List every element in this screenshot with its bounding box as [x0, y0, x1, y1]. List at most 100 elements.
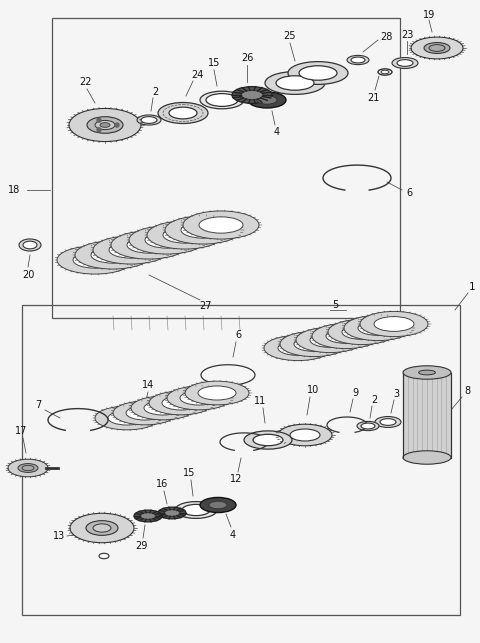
Circle shape — [97, 128, 101, 132]
Circle shape — [97, 118, 101, 122]
Text: 16: 16 — [156, 479, 168, 489]
Ellipse shape — [278, 424, 332, 446]
Ellipse shape — [209, 502, 227, 509]
Ellipse shape — [361, 423, 375, 429]
Ellipse shape — [294, 336, 334, 352]
Ellipse shape — [299, 66, 337, 80]
Ellipse shape — [182, 504, 210, 516]
Ellipse shape — [257, 96, 277, 104]
Ellipse shape — [167, 386, 231, 410]
Text: 27: 27 — [199, 301, 211, 311]
Text: 29: 29 — [135, 541, 147, 551]
Text: 12: 12 — [230, 474, 242, 484]
Text: 15: 15 — [183, 468, 195, 478]
Ellipse shape — [162, 396, 200, 410]
Ellipse shape — [296, 327, 364, 352]
Ellipse shape — [198, 386, 236, 400]
Text: 13: 13 — [53, 531, 65, 541]
Ellipse shape — [126, 406, 164, 420]
Ellipse shape — [403, 451, 451, 464]
Ellipse shape — [360, 311, 428, 336]
Text: 11: 11 — [254, 396, 266, 406]
Text: 10: 10 — [307, 385, 319, 395]
Ellipse shape — [158, 507, 186, 519]
Text: 23: 23 — [401, 30, 413, 40]
Text: 15: 15 — [208, 58, 220, 68]
Ellipse shape — [95, 120, 115, 130]
Ellipse shape — [278, 341, 318, 356]
Ellipse shape — [200, 498, 236, 512]
Ellipse shape — [158, 102, 208, 123]
Ellipse shape — [206, 94, 238, 106]
Text: 2: 2 — [371, 395, 377, 405]
Ellipse shape — [403, 366, 451, 379]
Ellipse shape — [241, 91, 263, 100]
Ellipse shape — [392, 57, 418, 68]
Ellipse shape — [290, 429, 320, 441]
Ellipse shape — [253, 434, 283, 446]
Text: 26: 26 — [241, 53, 253, 63]
Ellipse shape — [164, 510, 180, 516]
Ellipse shape — [200, 91, 244, 109]
Ellipse shape — [147, 221, 223, 249]
Text: 4: 4 — [230, 530, 236, 540]
Ellipse shape — [347, 55, 369, 64]
Ellipse shape — [232, 87, 272, 104]
Text: 17: 17 — [15, 426, 27, 436]
Ellipse shape — [374, 316, 414, 331]
Text: 14: 14 — [142, 380, 154, 390]
Ellipse shape — [93, 236, 169, 264]
Ellipse shape — [57, 246, 133, 274]
Ellipse shape — [185, 381, 249, 405]
Ellipse shape — [358, 321, 398, 336]
Ellipse shape — [22, 466, 34, 471]
Ellipse shape — [183, 211, 259, 239]
Ellipse shape — [248, 92, 286, 108]
Ellipse shape — [244, 431, 292, 449]
Ellipse shape — [86, 521, 118, 536]
Ellipse shape — [129, 226, 205, 254]
Ellipse shape — [342, 325, 382, 340]
Ellipse shape — [280, 331, 348, 357]
Ellipse shape — [23, 241, 37, 249]
Ellipse shape — [351, 57, 365, 63]
Circle shape — [115, 123, 119, 127]
Ellipse shape — [175, 502, 217, 518]
Text: 28: 28 — [380, 32, 392, 42]
Ellipse shape — [141, 116, 157, 123]
Ellipse shape — [18, 464, 38, 473]
Ellipse shape — [134, 510, 162, 522]
Ellipse shape — [276, 76, 314, 90]
Ellipse shape — [8, 459, 48, 477]
Ellipse shape — [310, 332, 350, 347]
Ellipse shape — [288, 62, 348, 84]
Ellipse shape — [95, 406, 159, 430]
Ellipse shape — [429, 44, 445, 51]
Ellipse shape — [199, 217, 243, 233]
Text: 8: 8 — [464, 386, 470, 396]
Text: 18: 18 — [8, 185, 20, 195]
Ellipse shape — [87, 117, 123, 133]
Ellipse shape — [375, 417, 401, 428]
Ellipse shape — [111, 231, 187, 259]
Text: 3: 3 — [393, 389, 399, 399]
Text: 21: 21 — [367, 93, 379, 103]
Ellipse shape — [69, 109, 141, 141]
Text: 22: 22 — [79, 77, 91, 87]
Text: 5: 5 — [332, 300, 338, 310]
Ellipse shape — [137, 115, 161, 125]
Text: 7: 7 — [35, 400, 41, 410]
Ellipse shape — [113, 401, 177, 425]
Ellipse shape — [144, 401, 182, 415]
Ellipse shape — [73, 252, 117, 268]
Text: 24: 24 — [191, 70, 203, 80]
Ellipse shape — [149, 391, 213, 415]
Ellipse shape — [419, 370, 435, 375]
Ellipse shape — [326, 329, 366, 343]
Ellipse shape — [19, 239, 41, 251]
Ellipse shape — [380, 419, 396, 426]
Bar — [52, 18, 400, 318]
Text: 25: 25 — [284, 31, 296, 41]
Ellipse shape — [109, 242, 153, 258]
Text: 6: 6 — [235, 330, 241, 340]
